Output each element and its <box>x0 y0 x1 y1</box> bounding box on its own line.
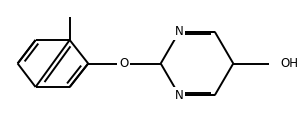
Text: OH: OH <box>279 57 297 70</box>
Text: N: N <box>175 25 184 38</box>
Text: OH: OH <box>280 57 298 70</box>
Text: O: O <box>119 57 128 70</box>
Text: N: N <box>175 89 184 102</box>
